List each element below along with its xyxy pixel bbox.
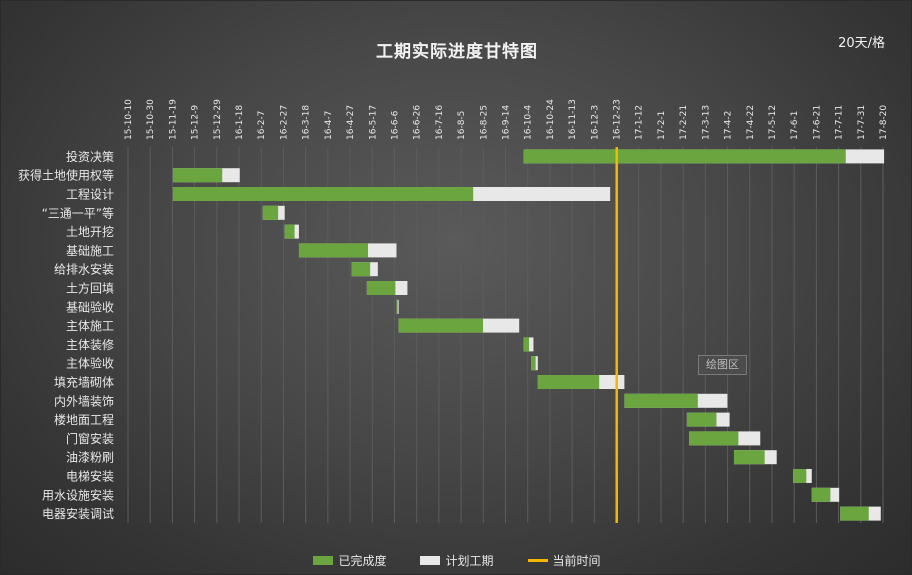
task-label: 主体施工 (66, 319, 114, 333)
completed-bar (686, 412, 717, 427)
x-tick-label: 16-7-16 (435, 105, 445, 140)
x-tick-label: 17-8-20 (879, 105, 889, 140)
x-tick-label: 16-6-6 (390, 110, 400, 140)
legend-item-completed: 已完成度 (313, 552, 386, 569)
scale-note: 20天/格 (838, 36, 885, 51)
x-tick-label: 17-6-21 (812, 105, 822, 140)
x-tick-label: 16-8-25 (479, 105, 489, 140)
completed-bar (262, 205, 279, 220)
x-tick-label: 16-10-4 (524, 105, 534, 140)
completed-bar (284, 224, 295, 239)
x-tick-label: 17-5-12 (768, 105, 778, 140)
x-tick-label: 16-2-27 (279, 105, 289, 140)
x-tick-label: 16-10-24 (546, 99, 556, 140)
x-tick-label: 17-7-31 (857, 105, 867, 140)
completed-bar (398, 318, 484, 333)
x-tick-label: 17-7-11 (835, 105, 845, 140)
plot-area-tag: 绘图区 (698, 355, 747, 375)
x-tick-label: 17-4-22 (746, 105, 756, 140)
x-tick-label: 15-12-9 (191, 105, 201, 140)
completed-bar (793, 469, 807, 483)
x-tick-label: 16-12-3 (590, 105, 600, 140)
completed-bar (172, 187, 474, 201)
x-tick-label: 15-10-30 (146, 99, 156, 140)
task-label: 电器安装调试 (42, 506, 114, 521)
x-tick-label: 17-3-13 (701, 105, 711, 140)
x-tick-label: 15-11-19 (168, 99, 178, 140)
x-tick-label: 16-6-26 (413, 105, 423, 140)
x-tick-label: 16-4-7 (324, 111, 334, 140)
x-tick-label: 17-1-12 (635, 105, 645, 140)
x-tick-label: 15-10-10 (124, 99, 134, 140)
chart-title: 工期实际进度甘特图 (376, 42, 538, 62)
completed-bar (298, 243, 368, 258)
legend-item-planned: 计划工期 (420, 552, 494, 569)
task-label: 土地开挖 (66, 224, 114, 239)
x-tick-label: 17-4-2 (724, 111, 734, 140)
x-tick-label: 16-11-13 (568, 99, 578, 140)
x-tick-label: 16-12-23 (613, 99, 623, 140)
completed-bar (351, 262, 371, 277)
legend-label-completed: 已完成度 (338, 554, 387, 568)
completed-bar (523, 337, 530, 352)
legend-item-current: 当前时间 (527, 552, 601, 569)
legend-label-current: 当前时间 (552, 554, 601, 568)
completed-bar (172, 168, 223, 183)
x-tick-label: 17-6-1 (790, 111, 800, 140)
x-tick-label: 16-8-5 (457, 111, 467, 140)
task-label: 门窗安装 (66, 431, 114, 446)
task-label: 电梯安装 (66, 469, 114, 484)
task-label: 主体装修 (66, 337, 114, 352)
task-label: 工程设计 (66, 187, 114, 202)
legend-label-planned: 计划工期 (445, 554, 494, 568)
completed-bar (396, 299, 398, 314)
task-label: 投资决策 (66, 149, 114, 164)
completed-bar (624, 393, 698, 408)
completed-bar (689, 431, 739, 446)
task-label: 油漆粉刷 (66, 451, 114, 465)
x-tick-label: 16-1-18 (235, 105, 245, 140)
task-label: 获得土地使用权等 (18, 168, 114, 183)
x-tick-label: 16-2-7 (257, 111, 267, 140)
x-tick-label: 15-12-29 (213, 99, 223, 140)
x-tick-label: 17-2-1 (657, 111, 667, 140)
legend: 已完成度 计划工期 当前时间 (1, 552, 912, 569)
completed-bar (840, 506, 869, 521)
task-label: “三通一平”等 (42, 206, 114, 220)
task-label: 主体验收 (66, 356, 114, 371)
task-label: 给排水安装 (54, 262, 114, 277)
x-tick-label: 16-5-17 (368, 105, 378, 140)
x-tick-label: 16-3-18 (302, 105, 312, 140)
task-label: 填充墙砌体 (54, 375, 114, 390)
task-label: 用水设施安装 (42, 487, 114, 502)
completed-bar (366, 281, 396, 295)
task-label: 内外墙装饰 (54, 394, 114, 408)
x-tick-label: 16-9-14 (502, 105, 512, 140)
task-label: 楼地面工程 (54, 412, 114, 427)
task-label: 基础施工 (66, 244, 114, 258)
x-tick-label: 17-2-21 (679, 105, 689, 140)
completed-bar (531, 356, 536, 371)
completed-bar (733, 450, 765, 465)
legend-swatch-current (527, 559, 548, 562)
task-label: 土方回填 (66, 281, 114, 296)
completed-bar (523, 149, 846, 164)
completed-bar (811, 487, 831, 502)
x-tick-label: 16-4-27 (346, 105, 356, 140)
legend-swatch-planned (420, 556, 441, 565)
task-label: 基础验收 (66, 299, 114, 314)
legend-swatch-completed (313, 556, 334, 565)
completed-bar (537, 375, 600, 389)
